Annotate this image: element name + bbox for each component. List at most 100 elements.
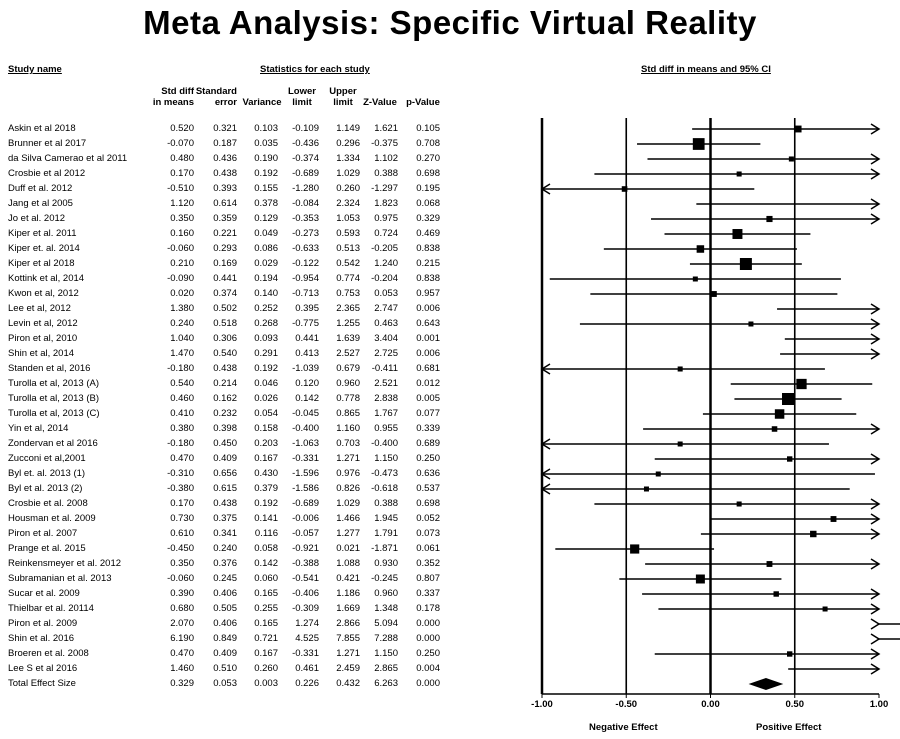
cell-z-value: 0.388	[374, 168, 398, 179]
study-name: Prange et al. 2015	[8, 543, 86, 554]
study-name: Zucconi et al,2001	[8, 453, 86, 464]
cell-z-value: 0.930	[374, 558, 398, 569]
x-tick-label: 0.50	[786, 699, 805, 710]
cell-z-value: -0.473	[371, 468, 398, 479]
positive-effect-label: Positive Effect	[756, 722, 822, 733]
cell-standard-error: 0.406	[213, 588, 237, 599]
cell-variance: 0.049	[254, 228, 278, 239]
ci-arrow-right	[870, 618, 881, 630]
cell-lower-limit: -0.374	[292, 153, 319, 164]
cell-p-value: 0.250	[416, 648, 440, 659]
cell-lower-limit: -0.057	[292, 528, 319, 539]
total-effect-label: Total Effect Size	[8, 678, 76, 689]
study-name: Thielbar et al. 20114	[8, 603, 94, 614]
cell-z-value: -0.618	[371, 483, 398, 494]
cell-upper-limit: 0.960	[336, 378, 360, 389]
ci-arrow-right	[870, 348, 881, 360]
cell-z-value: 1.767	[374, 408, 398, 419]
cell-standard-error: 0.438	[213, 168, 237, 179]
cell-p-value: 0.838	[416, 273, 440, 284]
cell-std-diff: 0.470	[170, 453, 194, 464]
cell-lower-limit: -0.331	[292, 453, 319, 464]
study-name: Piron et al. 2009	[8, 618, 78, 629]
study-name: Standen et al, 2016	[8, 363, 91, 374]
cell-z-value: 0.388	[374, 498, 398, 509]
ci-arrow-right	[870, 453, 881, 465]
effect-marker	[810, 530, 817, 538]
cell-variance: 0.058	[254, 543, 278, 554]
cell-p-value: 0.689	[416, 438, 440, 449]
effect-marker	[695, 574, 705, 584]
cell-z-value: 0.724	[374, 228, 398, 239]
effect-marker	[621, 186, 628, 192]
cell-p-value: 0.105	[416, 123, 440, 134]
study-name-header: Study name	[8, 64, 62, 75]
cell-z-value: -0.411	[371, 363, 398, 374]
study-name: Reinkensmeyer et al. 2012	[8, 558, 122, 569]
cell-p-value: 0.178	[416, 603, 440, 614]
cell-lower-limit: -0.331	[292, 648, 319, 659]
ci-arrow-right	[870, 123, 881, 135]
cell-std-diff: 0.170	[170, 168, 194, 179]
ci-arrow-right	[870, 168, 881, 180]
cell-lower-limit: -0.954	[292, 273, 319, 284]
study-name: Piron et al. 2007	[8, 528, 78, 539]
cell-standard-error: 0.656	[213, 468, 237, 479]
cell-z-value: -0.205	[371, 243, 398, 254]
cell-standard-error: 0.614	[213, 198, 237, 209]
cell-p-value: 0.061	[416, 543, 440, 554]
cell-p-value: 0.957	[416, 288, 440, 299]
ci-arrow-right	[870, 663, 881, 675]
cell-std-diff: 1.120	[170, 198, 194, 209]
cell-upper-limit: 0.826	[336, 483, 360, 494]
col-header-line1: Upper	[329, 86, 357, 97]
cell-upper-limit: 1.255	[336, 318, 360, 329]
cell-std-diff: -0.090	[167, 273, 194, 284]
study-name: Kiper et al 2018	[8, 258, 75, 269]
cell-upper-limit: 0.593	[336, 228, 360, 239]
ci-arrow-right	[870, 633, 881, 645]
cell-lower-limit: -0.309	[292, 603, 319, 614]
chart-title: Meta Analysis: Specific Virtual Reality	[143, 4, 757, 41]
study-name: Brunner et al 2017	[8, 138, 87, 149]
cell-standard-error: 0.306	[213, 333, 237, 344]
cell-z-value: 1.102	[374, 153, 398, 164]
study-name: Broeren et al. 2008	[8, 648, 89, 659]
cell-standard-error: 0.409	[213, 453, 237, 464]
cell-standard-error: 0.510	[213, 663, 237, 674]
study-name: Yin et al, 2014	[8, 423, 69, 434]
cell-variance: 0.167	[254, 648, 278, 659]
cell-lower-limit: 0.441	[295, 333, 319, 344]
cell-upper-limit: 0.865	[336, 408, 360, 419]
cell-p-value: 0.000	[416, 618, 440, 629]
cell-lower-limit: -1.039	[292, 363, 319, 374]
cell-upper-limit: 0.513	[336, 243, 360, 254]
cell-standard-error: 0.502	[213, 303, 237, 314]
cell-z-value: 3.404	[374, 333, 398, 344]
cell-standard-error: 0.540	[213, 348, 237, 359]
cell-z-value: -0.400	[371, 438, 398, 449]
cell-variance: 0.155	[254, 183, 278, 194]
cell-p-value: 0.000	[416, 633, 440, 644]
cell-variance: 0.103	[254, 123, 278, 134]
cell-p-value: 0.004	[416, 663, 440, 674]
statistics-group-header: Statistics for each study	[260, 64, 370, 75]
cell-p-value: 0.077	[416, 408, 440, 419]
cell-variance: 0.255	[254, 603, 278, 614]
cell-variance: 0.093	[254, 333, 278, 344]
ci-arrow-right	[870, 498, 881, 510]
cell-p-value: 0.698	[416, 168, 440, 179]
cell-standard-error: 0.409	[213, 648, 237, 659]
ci-arrow-right	[870, 213, 881, 225]
cell-lower-limit: -0.541	[292, 573, 319, 584]
cell-upper-limit: 1.334	[336, 153, 360, 164]
col-header-line2: limit	[292, 97, 312, 108]
effect-marker	[655, 471, 661, 477]
cell-upper-limit: 2.459	[336, 663, 360, 674]
cell-z-value: 2.747	[374, 303, 398, 314]
col-header-line2: Z-Value	[363, 97, 397, 108]
cell-std-diff: -0.070	[167, 138, 194, 149]
cell-standard-error: 0.375	[213, 513, 237, 524]
cell-z-value: 1.348	[374, 603, 398, 614]
